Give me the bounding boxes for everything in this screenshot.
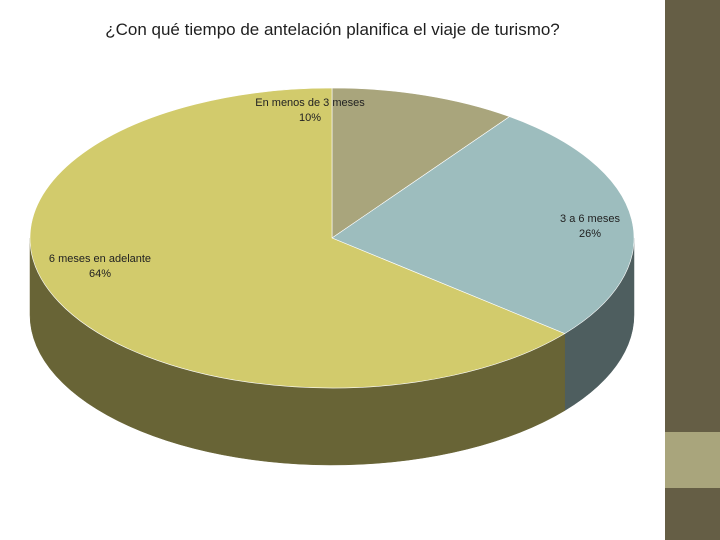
side-accent-bottom	[665, 488, 720, 540]
slice-label-en-menos-de-3-meses: En menos de 3 meses	[255, 97, 365, 109]
side-accent-middle	[665, 432, 720, 488]
slice-percent-6-meses-en-adelante: 64%	[89, 268, 111, 280]
slice-3-a-6-meses	[331, 116, 635, 334]
slice-percent-3-a-6-meses: 26%	[579, 228, 601, 240]
slice-percent-en-menos-de-3-meses: 10%	[299, 112, 321, 124]
slice-label-6-meses-en-adelante: 6 meses en adelante	[49, 253, 151, 265]
side-accent-top	[665, 0, 720, 432]
slice-label-3-a-6-meses: 3 a 6 meses	[560, 213, 620, 225]
slice-6-meses-en-adelante	[29, 87, 566, 389]
slice-en-menos-de-3-meses	[331, 87, 511, 239]
slide-title: ¿Con qué tiempo de antelación planifica …	[105, 20, 560, 39]
